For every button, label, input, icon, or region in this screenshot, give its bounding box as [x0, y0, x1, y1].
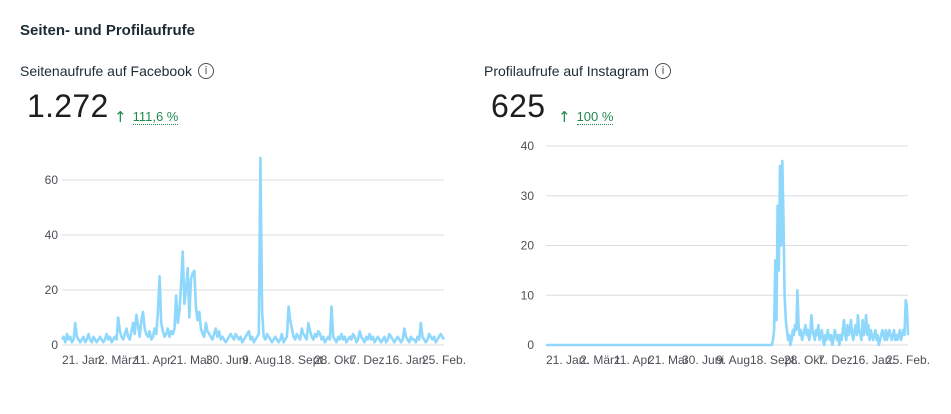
y-tick-label: 20 [45, 283, 59, 297]
metric-value: 625 [491, 88, 546, 124]
x-tick-label: 9. Aug. [242, 353, 279, 367]
x-tick-label: 30. Juni [682, 353, 724, 367]
y-tick-label: 60 [45, 173, 59, 187]
x-tick-label: 2. März [580, 353, 620, 367]
panel-label: Seitenaufrufe auf Facebook i [20, 63, 215, 79]
y-tick-label: 10 [521, 288, 535, 302]
x-tick-label: 21. Mai [648, 353, 687, 367]
x-tick-label: 9. Aug. [716, 353, 753, 367]
change-percent[interactable]: 111,6 % [132, 108, 179, 125]
series-line [60, 156, 446, 344]
section-title: Seiten- und Profilaufrufe [20, 22, 196, 39]
x-tick-label: 18. Sept. [750, 353, 798, 367]
info-icon[interactable]: i [654, 63, 671, 79]
x-tick-label: 11. Apr. [134, 353, 174, 367]
x-tick-label: 18. Sept. [278, 353, 326, 367]
change-indicator: ↑ 111,6 % [114, 108, 179, 126]
arrow-up-icon: ↑ [558, 108, 571, 126]
x-tick-label: 28. Okt. [314, 353, 356, 367]
panel-label: Profilaufrufe auf Instagram i [484, 63, 671, 79]
x-tick-label: 7. Dez. [818, 353, 856, 367]
change-indicator: ↑ 100 % [558, 108, 614, 126]
x-tick-label: 2. März [98, 353, 138, 367]
x-tick-label: 16. Jan. [386, 353, 429, 367]
y-tick-label: 40 [45, 228, 59, 242]
x-tick-label: 28. Okt. [784, 353, 826, 367]
y-tick-label: 20 [521, 239, 535, 253]
panel-label-text: Profilaufrufe auf Instagram [484, 63, 649, 79]
facebook-panel: Seitenaufrufe auf Facebook i 1.272 ↑ 111… [20, 60, 466, 390]
y-tick-label: 0 [51, 338, 58, 352]
metric-value: 1.272 [27, 88, 109, 124]
change-percent[interactable]: 100 % [576, 108, 614, 125]
y-tick-label: 30 [521, 189, 535, 203]
y-tick-label: 0 [527, 338, 534, 352]
x-tick-label: 25. Feb. [886, 353, 930, 367]
panel-label-text: Seitenaufrufe auf Facebook [20, 63, 193, 79]
x-tick-label: 11. Apr. [614, 353, 654, 367]
x-tick-label: 7. Dez. [350, 353, 388, 367]
x-tick-label: 21. Jan. [546, 353, 589, 367]
series-line [545, 159, 910, 347]
instagram-panel: Profilaufrufe auf Instagram i 625 ↑ 100 … [484, 60, 930, 390]
y-tick-label: 40 [521, 139, 535, 153]
x-tick-label: 25. Feb. [422, 353, 466, 367]
x-tick-label: 30. Juni [206, 353, 248, 367]
x-tick-label: 21. Mai [170, 353, 209, 367]
info-icon[interactable]: i [198, 63, 215, 79]
arrow-up-icon: ↑ [114, 108, 127, 126]
x-tick-label: 16. Jan. [852, 353, 895, 367]
x-tick-label: 21. Jan. [62, 353, 105, 367]
